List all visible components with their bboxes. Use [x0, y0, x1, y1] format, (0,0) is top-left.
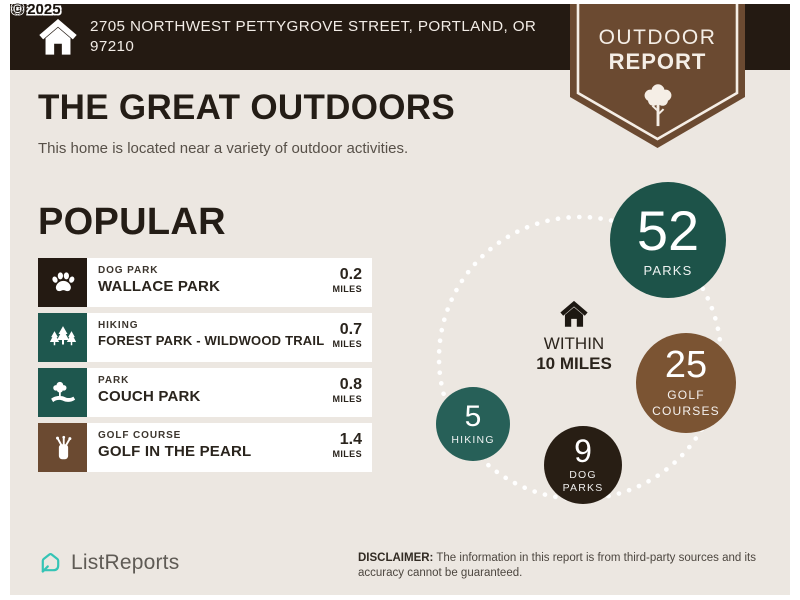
- stat-value: 25: [664, 344, 708, 387]
- disclaimer: DISCLAIMER: The information in this repo…: [358, 551, 762, 581]
- stat-bubble-golf-courses: 25 GOLF COURSES: [636, 333, 736, 433]
- listreports-logo: ListReports: [38, 550, 179, 575]
- page-title: THE GREAT OUTDOORS: [38, 88, 455, 127]
- item-distance: 0.2: [339, 266, 362, 283]
- stat-label: PARKS: [643, 262, 693, 278]
- list-item-park: PARK COUCH PARK 0.8 MILES: [38, 368, 372, 417]
- property-address: 2705 NORTHWEST PETTYGROVE STREET, PORTLA…: [90, 17, 560, 56]
- outdoor-report-badge: OUTDOOR REPORT: [570, 4, 745, 149]
- item-distance: 1.4: [339, 431, 362, 448]
- list-item-dog-park: DOG PARK WALLACE PARK 0.2 MILES: [38, 258, 372, 307]
- radius-center-label: WITHIN 10 MILES: [519, 298, 629, 374]
- item-distance-unit: MILES: [332, 449, 362, 459]
- badge-title-line1: OUTDOOR: [598, 26, 717, 49]
- stat-value: 9: [574, 432, 592, 469]
- item-distance-unit: MILES: [332, 284, 362, 294]
- disclaimer-text: The information in this report is from t…: [358, 552, 756, 579]
- item-distance: 0.7: [339, 321, 362, 338]
- report-canvas: 2705 NORTHWEST PETTYGROVE STREET, PORTLA…: [10, 4, 790, 595]
- item-name: FOREST PARK - WILDWOOD TRAIL: [98, 333, 325, 348]
- page-subtitle: This home is located near a variety of o…: [38, 140, 409, 157]
- item-name: WALLACE PARK: [98, 278, 221, 295]
- stat-bubble-dog-parks: 9 DOG PARKS: [544, 426, 622, 504]
- item-distance: 0.8: [339, 376, 362, 393]
- stat-value: 52: [636, 198, 700, 262]
- park-tree-path-icon: [38, 368, 87, 417]
- radius-value: 10 MILES: [536, 354, 612, 373]
- stat-bubble-parks: 52 PARKS: [610, 182, 726, 298]
- within-label: WITHIN: [543, 334, 605, 353]
- badge-title-line2: REPORT: [608, 49, 707, 74]
- item-category: GOLF COURSE: [98, 430, 182, 441]
- badge-ribbon-shape: [570, 4, 745, 148]
- item-category: DOG PARK: [98, 265, 159, 276]
- item-distance-unit: MILES: [332, 339, 362, 349]
- item-name: GOLF IN THE PEARL: [98, 443, 252, 460]
- disclaimer-label: DISCLAIMER:: [358, 552, 434, 564]
- item-name: COUCH PARK: [98, 388, 201, 405]
- golf-bag-icon: [38, 423, 87, 472]
- brand-name: ListReports: [71, 550, 180, 574]
- house-icon: [39, 19, 77, 55]
- list-item-golf-course: GOLF COURSE GOLF IN THE PEARL 1.4 MILES: [38, 423, 372, 472]
- item-distance-unit: MILES: [332, 394, 362, 404]
- address-line-2: 97210: [90, 37, 135, 55]
- listreports-house-icon: [41, 552, 60, 573]
- stat-bubble-hiking: 5 HIKING: [436, 387, 510, 461]
- popular-list: DOG PARK WALLACE PARK 0.2 MILES: [38, 258, 372, 478]
- copyright-notice: © 2025: [12, 1, 61, 18]
- stat-label: GOLF COURSES: [652, 388, 720, 418]
- item-category: PARK: [98, 375, 130, 386]
- paw-icon: [38, 258, 87, 307]
- pine-trees-icon: [38, 313, 87, 362]
- item-category: HIKING: [98, 320, 139, 331]
- tree-icon: [644, 84, 671, 127]
- stat-label: DOG PARKS: [562, 468, 604, 494]
- popular-heading: POPULAR: [38, 201, 226, 243]
- list-item-hiking: HIKING FOREST PARK - WILDWOOD TRAIL 0.7 …: [38, 313, 372, 362]
- stat-value: 5: [464, 400, 482, 433]
- stat-label: HIKING: [451, 434, 495, 446]
- house-icon: [560, 300, 588, 327]
- address-line-1: 2705 NORTHWEST PETTYGROVE STREET, PORTLA…: [90, 18, 537, 35]
